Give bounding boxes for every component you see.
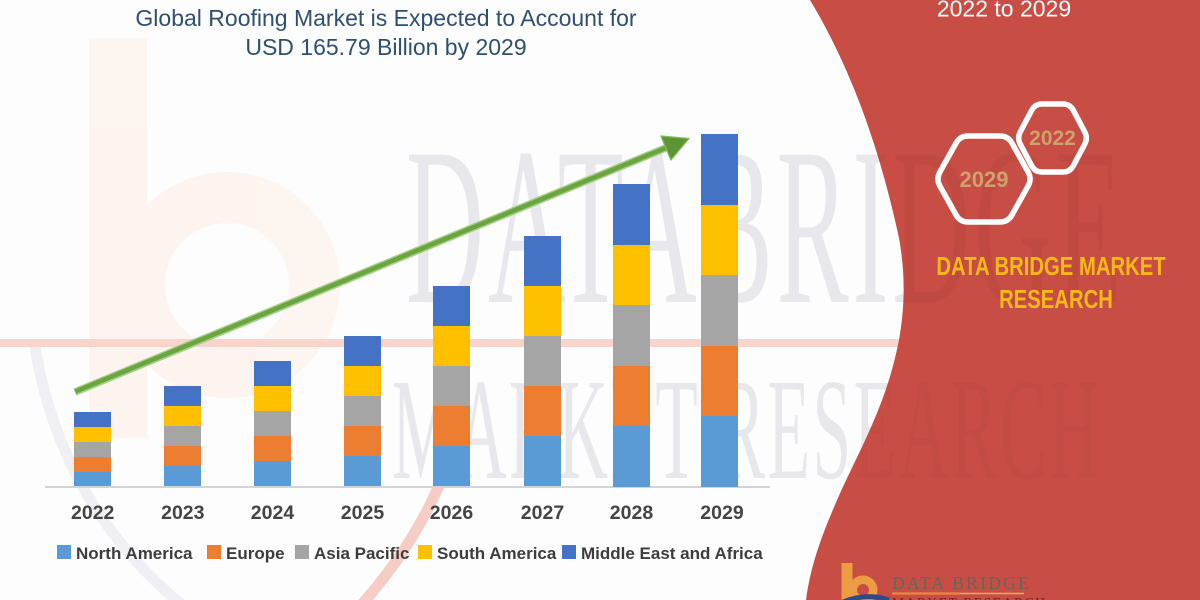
svg-text:MARKET RESEARCH: MARKET RESEARCH — [892, 595, 1047, 600]
svg-text:2029: 2029 — [960, 167, 1009, 192]
svg-text:2022 to 2029: 2022 to 2029 — [937, 0, 1071, 22]
svg-text:DATA BRIDGE: DATA BRIDGE — [892, 573, 1031, 593]
svg-text:DATA BRIDGE MARKET: DATA BRIDGE MARKET — [936, 252, 1165, 281]
svg-text:RESEARCH: RESEARCH — [999, 285, 1113, 314]
svg-text:2022: 2022 — [1029, 127, 1076, 150]
svg-text:MARKET RESEARCH: MARKET RESEARCH — [392, 349, 1101, 510]
